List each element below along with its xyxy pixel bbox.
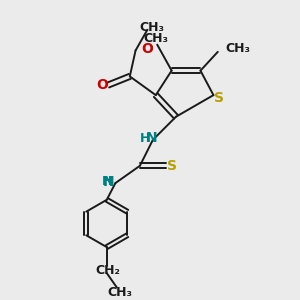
- Text: N: N: [102, 175, 114, 189]
- Text: N: N: [146, 131, 157, 146]
- Text: CH₃: CH₃: [139, 21, 164, 34]
- Text: CH₃: CH₃: [143, 32, 168, 45]
- Text: O: O: [141, 42, 153, 56]
- Text: H: H: [140, 132, 150, 145]
- Text: CH₂: CH₂: [96, 264, 121, 277]
- Text: S: S: [214, 91, 224, 105]
- Text: O: O: [97, 78, 108, 92]
- Text: H: H: [102, 175, 112, 188]
- Text: S: S: [167, 159, 177, 173]
- Text: CH₃: CH₃: [225, 43, 250, 56]
- Text: CH₃: CH₃: [107, 286, 132, 299]
